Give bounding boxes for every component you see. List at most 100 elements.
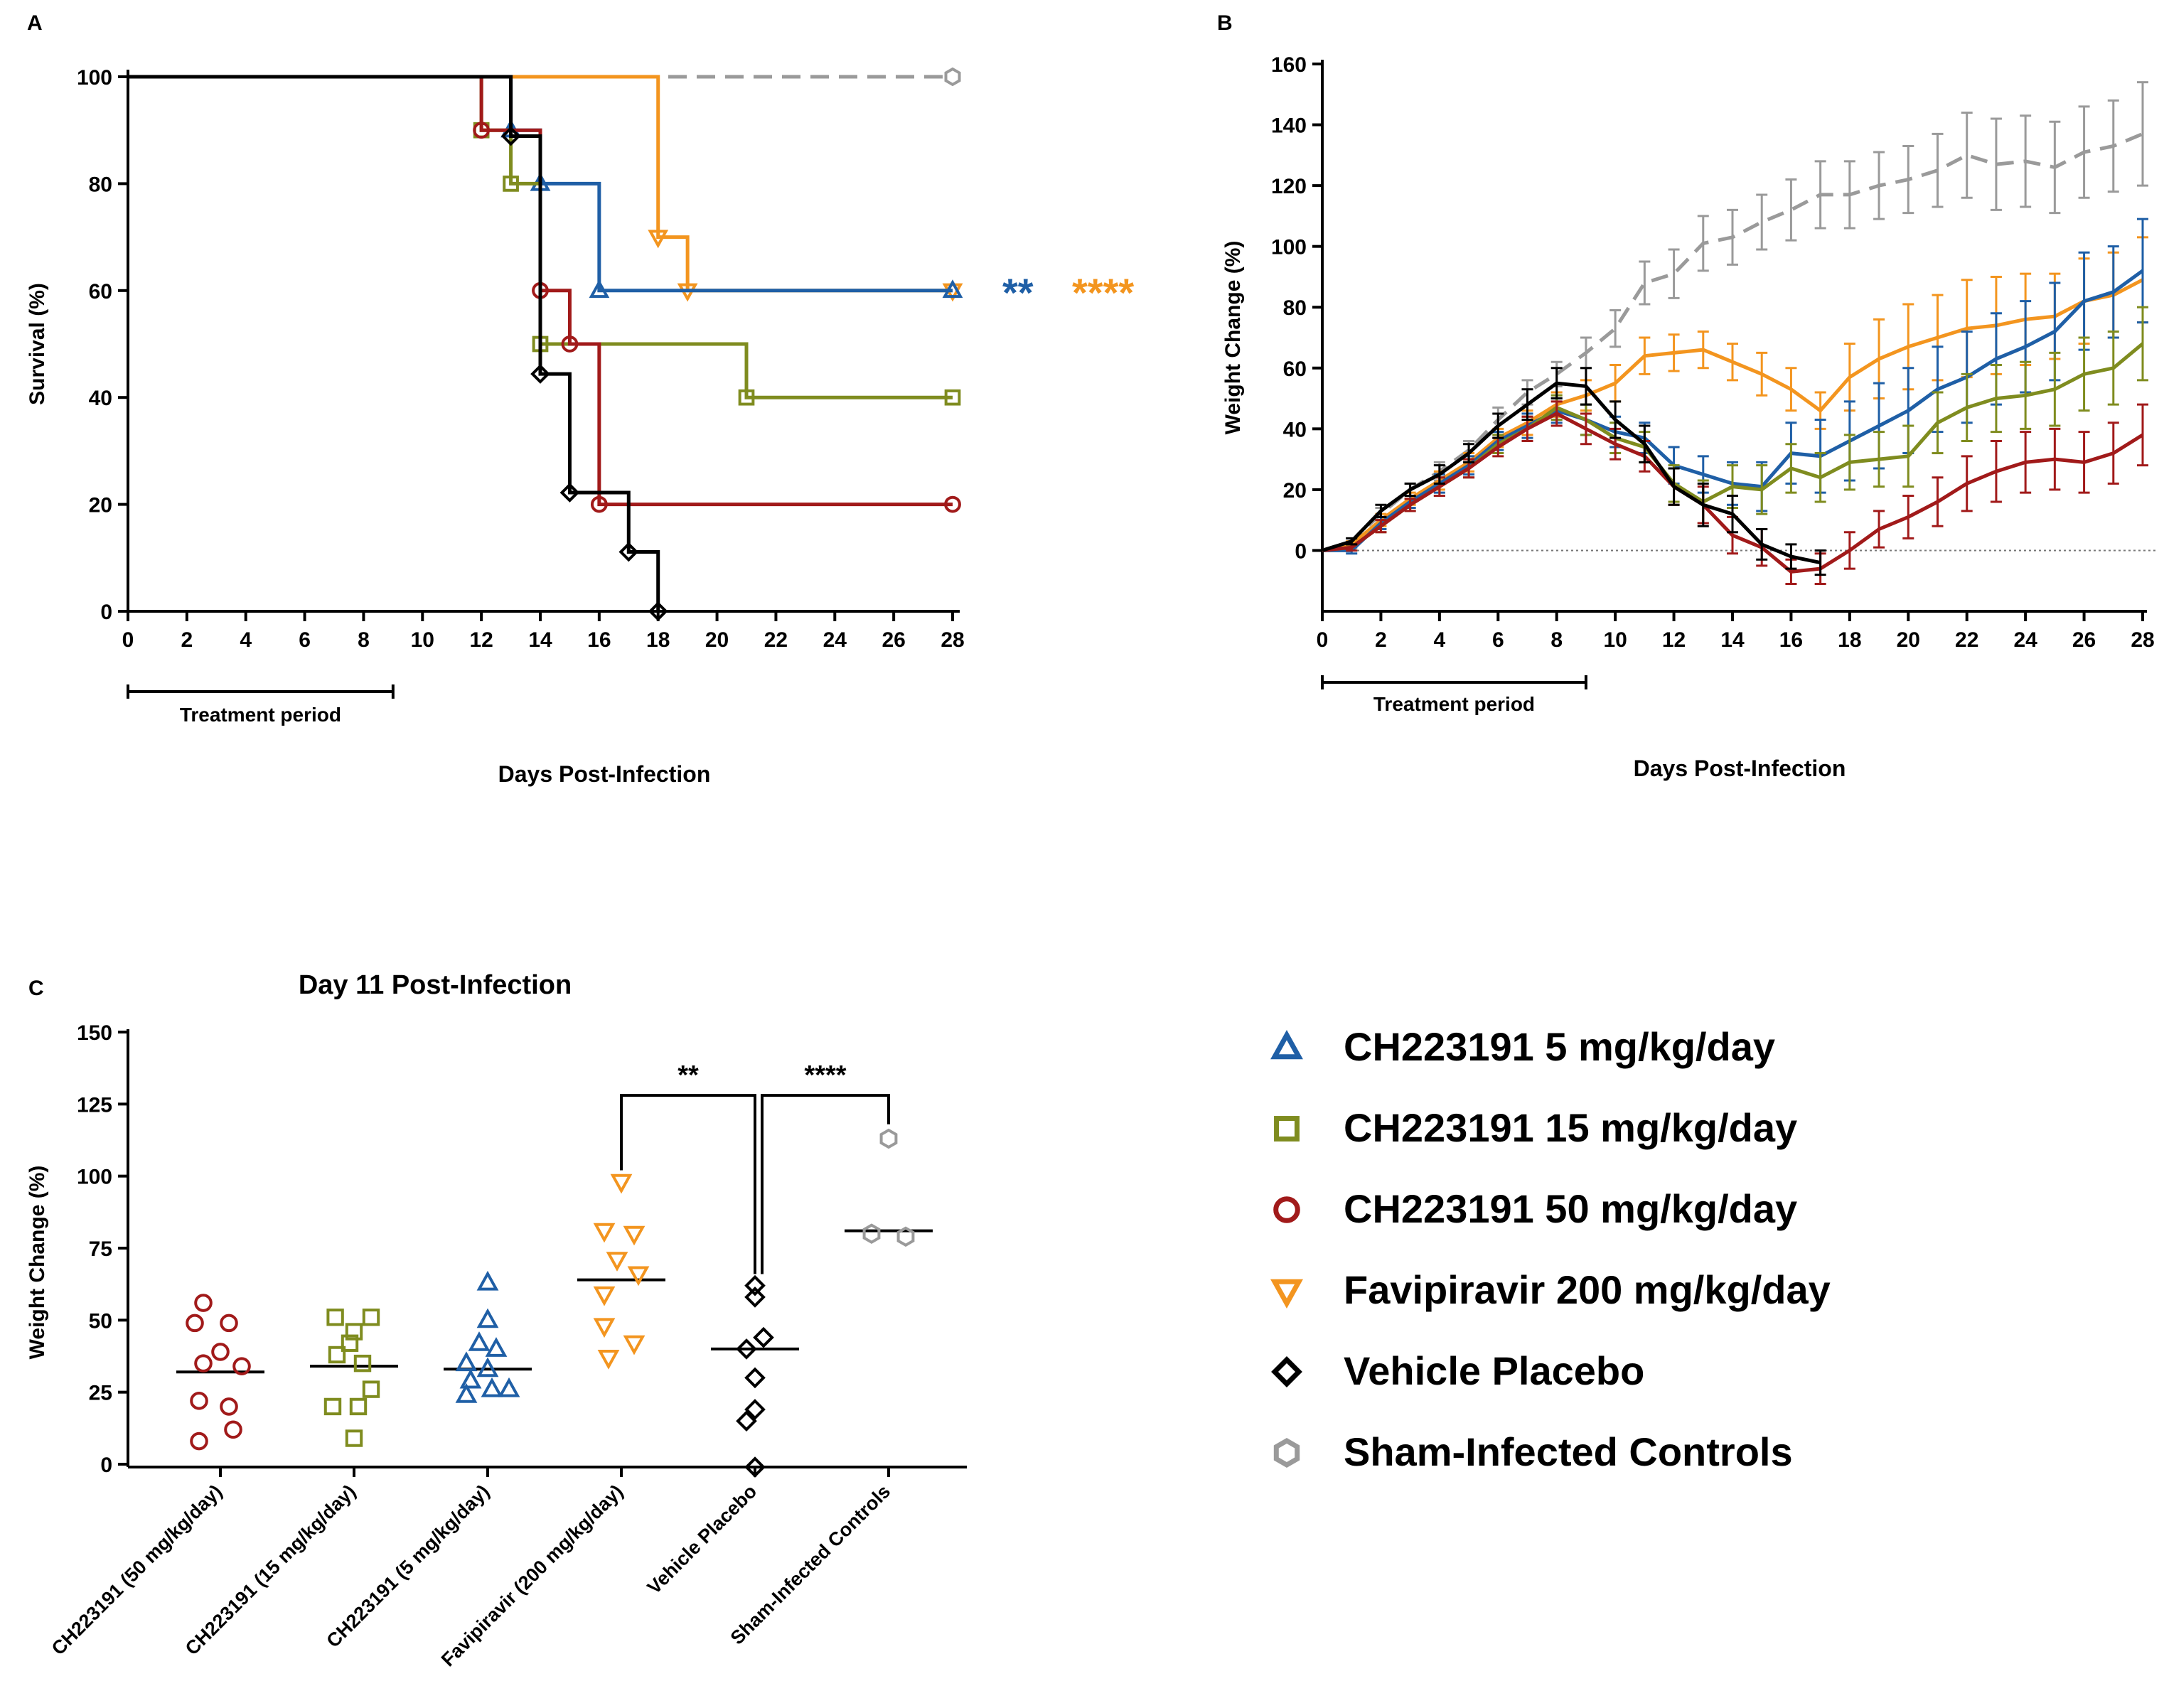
panel-c-category-label: Vehicle Placebo (643, 1481, 761, 1599)
panel-c-y-tick-label: 125 (77, 1093, 112, 1117)
panel-c-data-point (610, 1173, 633, 1194)
panel-c-data-point (345, 1429, 363, 1447)
panel-c-day11-chart: Day 11 Post-Infection 0255075100125150CH… (26, 970, 967, 1670)
panel-c-data-point (744, 1287, 766, 1308)
panel-c-data-point (623, 1225, 646, 1246)
panel-c-data-point (224, 1420, 242, 1439)
legend-label: CH223191 5 mg/kg/day (1344, 1024, 1775, 1069)
panel-a-x-axis-label: Days Post-Infection (498, 761, 711, 787)
panel-c-significance-bracket (620, 1094, 756, 1274)
panel-c-data-point (186, 1314, 204, 1333)
panel-c-data-point (481, 1377, 503, 1397)
panel-b-x-tick-label: 0 (1317, 628, 1329, 652)
panel-c-data-point (345, 1323, 363, 1341)
panel-c-significance-bracket (761, 1094, 890, 1274)
panel-a-censor-marker (590, 495, 608, 513)
panel-b-y-tick-label: 160 (1271, 53, 1307, 77)
panel-c-significance-label: ** (677, 1060, 699, 1090)
panel-a-censor-marker (944, 389, 961, 406)
panel-c-data-point (736, 1338, 757, 1360)
panel-a-x-tick-label: 6 (299, 628, 311, 652)
panel-a-series (128, 67, 963, 621)
panel-c-data-point (341, 1334, 359, 1352)
panel-a-censor-marker (944, 495, 961, 513)
panel-c-data-point (194, 1354, 213, 1373)
panel-c-data-point (862, 1223, 881, 1245)
panel-c-data-point (896, 1226, 915, 1247)
legend-marker (1273, 1196, 1300, 1223)
panel-a-significance-blue: ** (1002, 270, 1034, 315)
panel-a-series-line (128, 75, 953, 507)
panel-a-y-tick-label: 60 (89, 280, 112, 304)
panel-a-y-tick-label: 80 (89, 173, 112, 196)
panel-b-x-tick-label: 28 (2131, 628, 2154, 652)
panel-a-censor-marker (500, 126, 521, 146)
panel-c-groups (176, 1128, 933, 1478)
panel-a-significance-orange: **** (1072, 270, 1134, 315)
legend-label: Favipiravir 200 mg/kg/day (1344, 1267, 1831, 1312)
panel-c-y-tick-label: 100 (77, 1166, 112, 1189)
panel-a-y-tick-label: 40 (89, 387, 112, 410)
panel-a-censor-marker (944, 67, 961, 87)
panel-b-x-tick-label: 2 (1375, 628, 1387, 652)
legend-marker (1271, 1356, 1302, 1387)
panel-c-data-point (220, 1397, 238, 1416)
panel-b-x-tick-label: 22 (1955, 628, 1978, 652)
panel-a-y-axis-label: Survival (%) (26, 283, 49, 405)
panel-b-series-line (1322, 381, 1821, 565)
panel-c-data-point (623, 1335, 646, 1355)
panel-c-data-point (232, 1357, 251, 1375)
panel-b-y-tick-label: 60 (1283, 358, 1307, 381)
panel-a-censor-marker (589, 279, 610, 299)
panel-a-censor-marker (738, 389, 755, 406)
panel-c-data-point (476, 1308, 499, 1328)
panel-c-y-axis-label: Weight Change (%) (26, 1166, 49, 1360)
panel-a-censor-marker (561, 335, 579, 353)
panel-c-data-point (627, 1266, 650, 1287)
panel-c-data-point (190, 1432, 208, 1451)
panel-c-data-point (326, 1309, 344, 1326)
panel-c-data-point (476, 1270, 499, 1291)
panel-c-y-tick-label: 25 (89, 1382, 112, 1405)
panel-c-data-point (597, 1350, 620, 1370)
panel-b-x-axis-label: Days Post-Infection (1634, 756, 1846, 781)
panel-c-significance-label: **** (804, 1060, 846, 1090)
panel-a-x-tick-label: 24 (823, 628, 847, 652)
panel-c-significance: ** **** (620, 1060, 890, 1274)
panel-c-data-point (362, 1309, 380, 1326)
legend-label: Vehicle Placebo (1344, 1348, 1644, 1393)
panel-c-data-point (593, 1318, 616, 1338)
panel-c-data-point (468, 1331, 491, 1351)
panel-c-data-point (485, 1337, 508, 1357)
panel-c-data-point (323, 1397, 342, 1416)
panel-a-x-tick-label: 10 (411, 628, 434, 652)
panel-a-x-tick-label: 14 (528, 628, 552, 652)
panel-b-y-tick-label: 80 (1283, 296, 1307, 320)
panel-b-x-tick-label: 18 (1838, 628, 1861, 652)
panel-b-x-tick-label: 8 (1550, 628, 1563, 652)
legend-marker (1274, 1116, 1300, 1142)
panel-c-y-tick-label: 0 (100, 1454, 112, 1477)
panel-c-data-point (455, 1351, 478, 1372)
panel-c-data-point (744, 1274, 766, 1296)
panel-b-x-tick-label: 24 (2013, 628, 2037, 652)
panel-b-x-tick-label: 20 (1897, 628, 1920, 652)
panel-label-a: A (27, 11, 43, 35)
panel-c-data-point (353, 1354, 372, 1373)
panel-b-y-axis-label: Weight Change (%) (1221, 241, 1245, 435)
panel-a-y-tick-label: 0 (100, 601, 112, 624)
panel-c-data-point (879, 1128, 898, 1149)
legend-label: CH223191 50 mg/kg/day (1344, 1186, 1797, 1231)
panel-b-y-tick-label: 0 (1295, 539, 1307, 563)
panel-a-censor-marker (559, 483, 580, 503)
legend-label: Sham-Infected Controls (1344, 1429, 1793, 1474)
panel-b-y-tick-label: 140 (1271, 114, 1307, 138)
legend-marker (1270, 1029, 1303, 1060)
panel-a-x-tick-label: 4 (240, 628, 252, 652)
panel-a-y-tick-label: 20 (89, 494, 112, 517)
panel-c-data-point (211, 1343, 230, 1361)
